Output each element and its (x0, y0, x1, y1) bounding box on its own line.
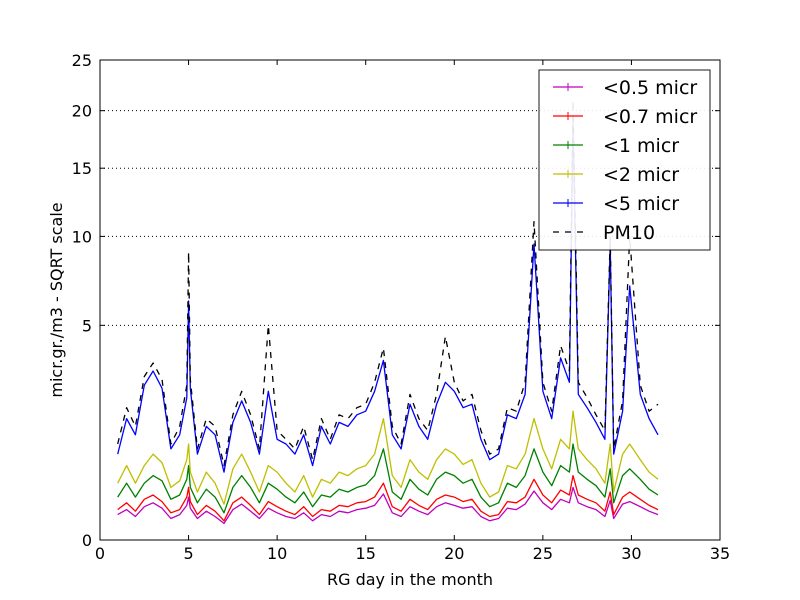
y-tick-label: 20 (72, 102, 92, 121)
x-tick-label: 5 (183, 544, 193, 563)
series-layer (117, 99, 659, 525)
x-tick-label: 25 (533, 544, 553, 563)
x-axis-label: RG day in the month (327, 570, 493, 589)
series-line-0-7-micr (117, 474, 659, 522)
series-line-0-5-micr (117, 486, 659, 525)
legend-label: <1 micr (603, 135, 679, 157)
plot-area-frame (99, 59, 721, 541)
y-tick-label: 10 (72, 227, 92, 246)
x-tick-label: 30 (621, 544, 641, 563)
legend: <0.5 micr <0.7 micr <1 micr <2 micr <5 micr P… (538, 69, 711, 251)
x-tick-label: 0 (95, 544, 105, 563)
legend-label: <0.5 micr (603, 77, 697, 99)
axis-ticks: 0 5 10 15 20 25 0 5 10 15 20 25 30 35 (72, 51, 731, 563)
legend-label: <0.7 micr (603, 106, 697, 128)
series-line-pm10 (117, 99, 659, 467)
y-tick-label: 15 (72, 159, 92, 178)
y-axis-label: micr.gr./m3 - SQRT scale (47, 202, 66, 397)
x-tick-label: 35 (710, 544, 730, 563)
x-tick-label: 15 (356, 544, 376, 563)
x-tick-label: 10 (267, 544, 287, 563)
x-tick-label: 20 (444, 544, 464, 563)
series-line-1-micr (117, 443, 659, 514)
legend-label: <5 micr (603, 193, 679, 215)
legend-box (538, 69, 711, 251)
series-line-2-micr (117, 410, 659, 505)
y-tick-label: 25 (72, 51, 92, 70)
legend-label: PM10 (603, 222, 655, 244)
y-tick-label: 0 (82, 531, 92, 550)
legend-label: <2 micr (603, 164, 679, 186)
y-tick-label: 5 (82, 316, 92, 335)
